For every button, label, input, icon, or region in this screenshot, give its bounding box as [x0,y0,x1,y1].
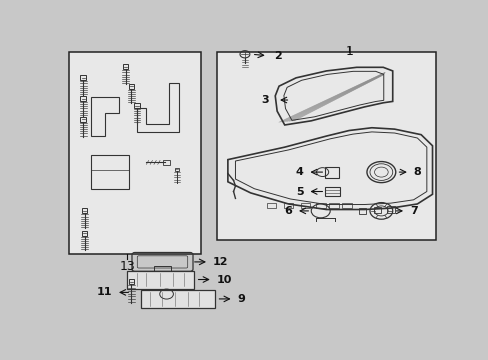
Bar [386,206,394,213]
Bar [68,51,201,254]
Text: 6: 6 [284,206,292,216]
Text: 9: 9 [237,294,244,304]
Text: 7: 7 [409,206,417,216]
Bar [266,203,276,208]
Text: 10: 10 [216,275,231,284]
Bar [373,207,381,213]
Bar [328,203,338,208]
Bar [300,203,310,208]
Bar [216,51,435,240]
Text: 12: 12 [212,257,228,267]
Bar [134,103,139,108]
Bar [154,266,170,270]
Bar [315,203,325,208]
Text: 3: 3 [261,95,268,105]
Bar [82,208,87,213]
Bar [90,156,128,189]
Bar [127,270,193,288]
Bar [325,187,339,196]
Bar [82,231,87,235]
Bar [163,160,169,165]
Bar [174,167,179,171]
Bar [283,203,293,208]
Text: 11: 11 [97,287,112,297]
Text: 1: 1 [345,45,352,58]
Text: 13: 13 [120,260,135,273]
Bar [141,290,214,308]
Bar [81,75,85,80]
Text: 2: 2 [274,51,282,61]
Bar [128,279,134,284]
Bar [358,208,366,214]
Bar [81,96,85,101]
Bar [325,167,338,177]
Bar [342,203,351,208]
Text: 4: 4 [295,167,303,177]
Text: 8: 8 [413,167,421,177]
Bar [122,64,128,69]
Bar [128,84,134,89]
Bar [81,117,85,122]
Text: 5: 5 [295,186,303,197]
